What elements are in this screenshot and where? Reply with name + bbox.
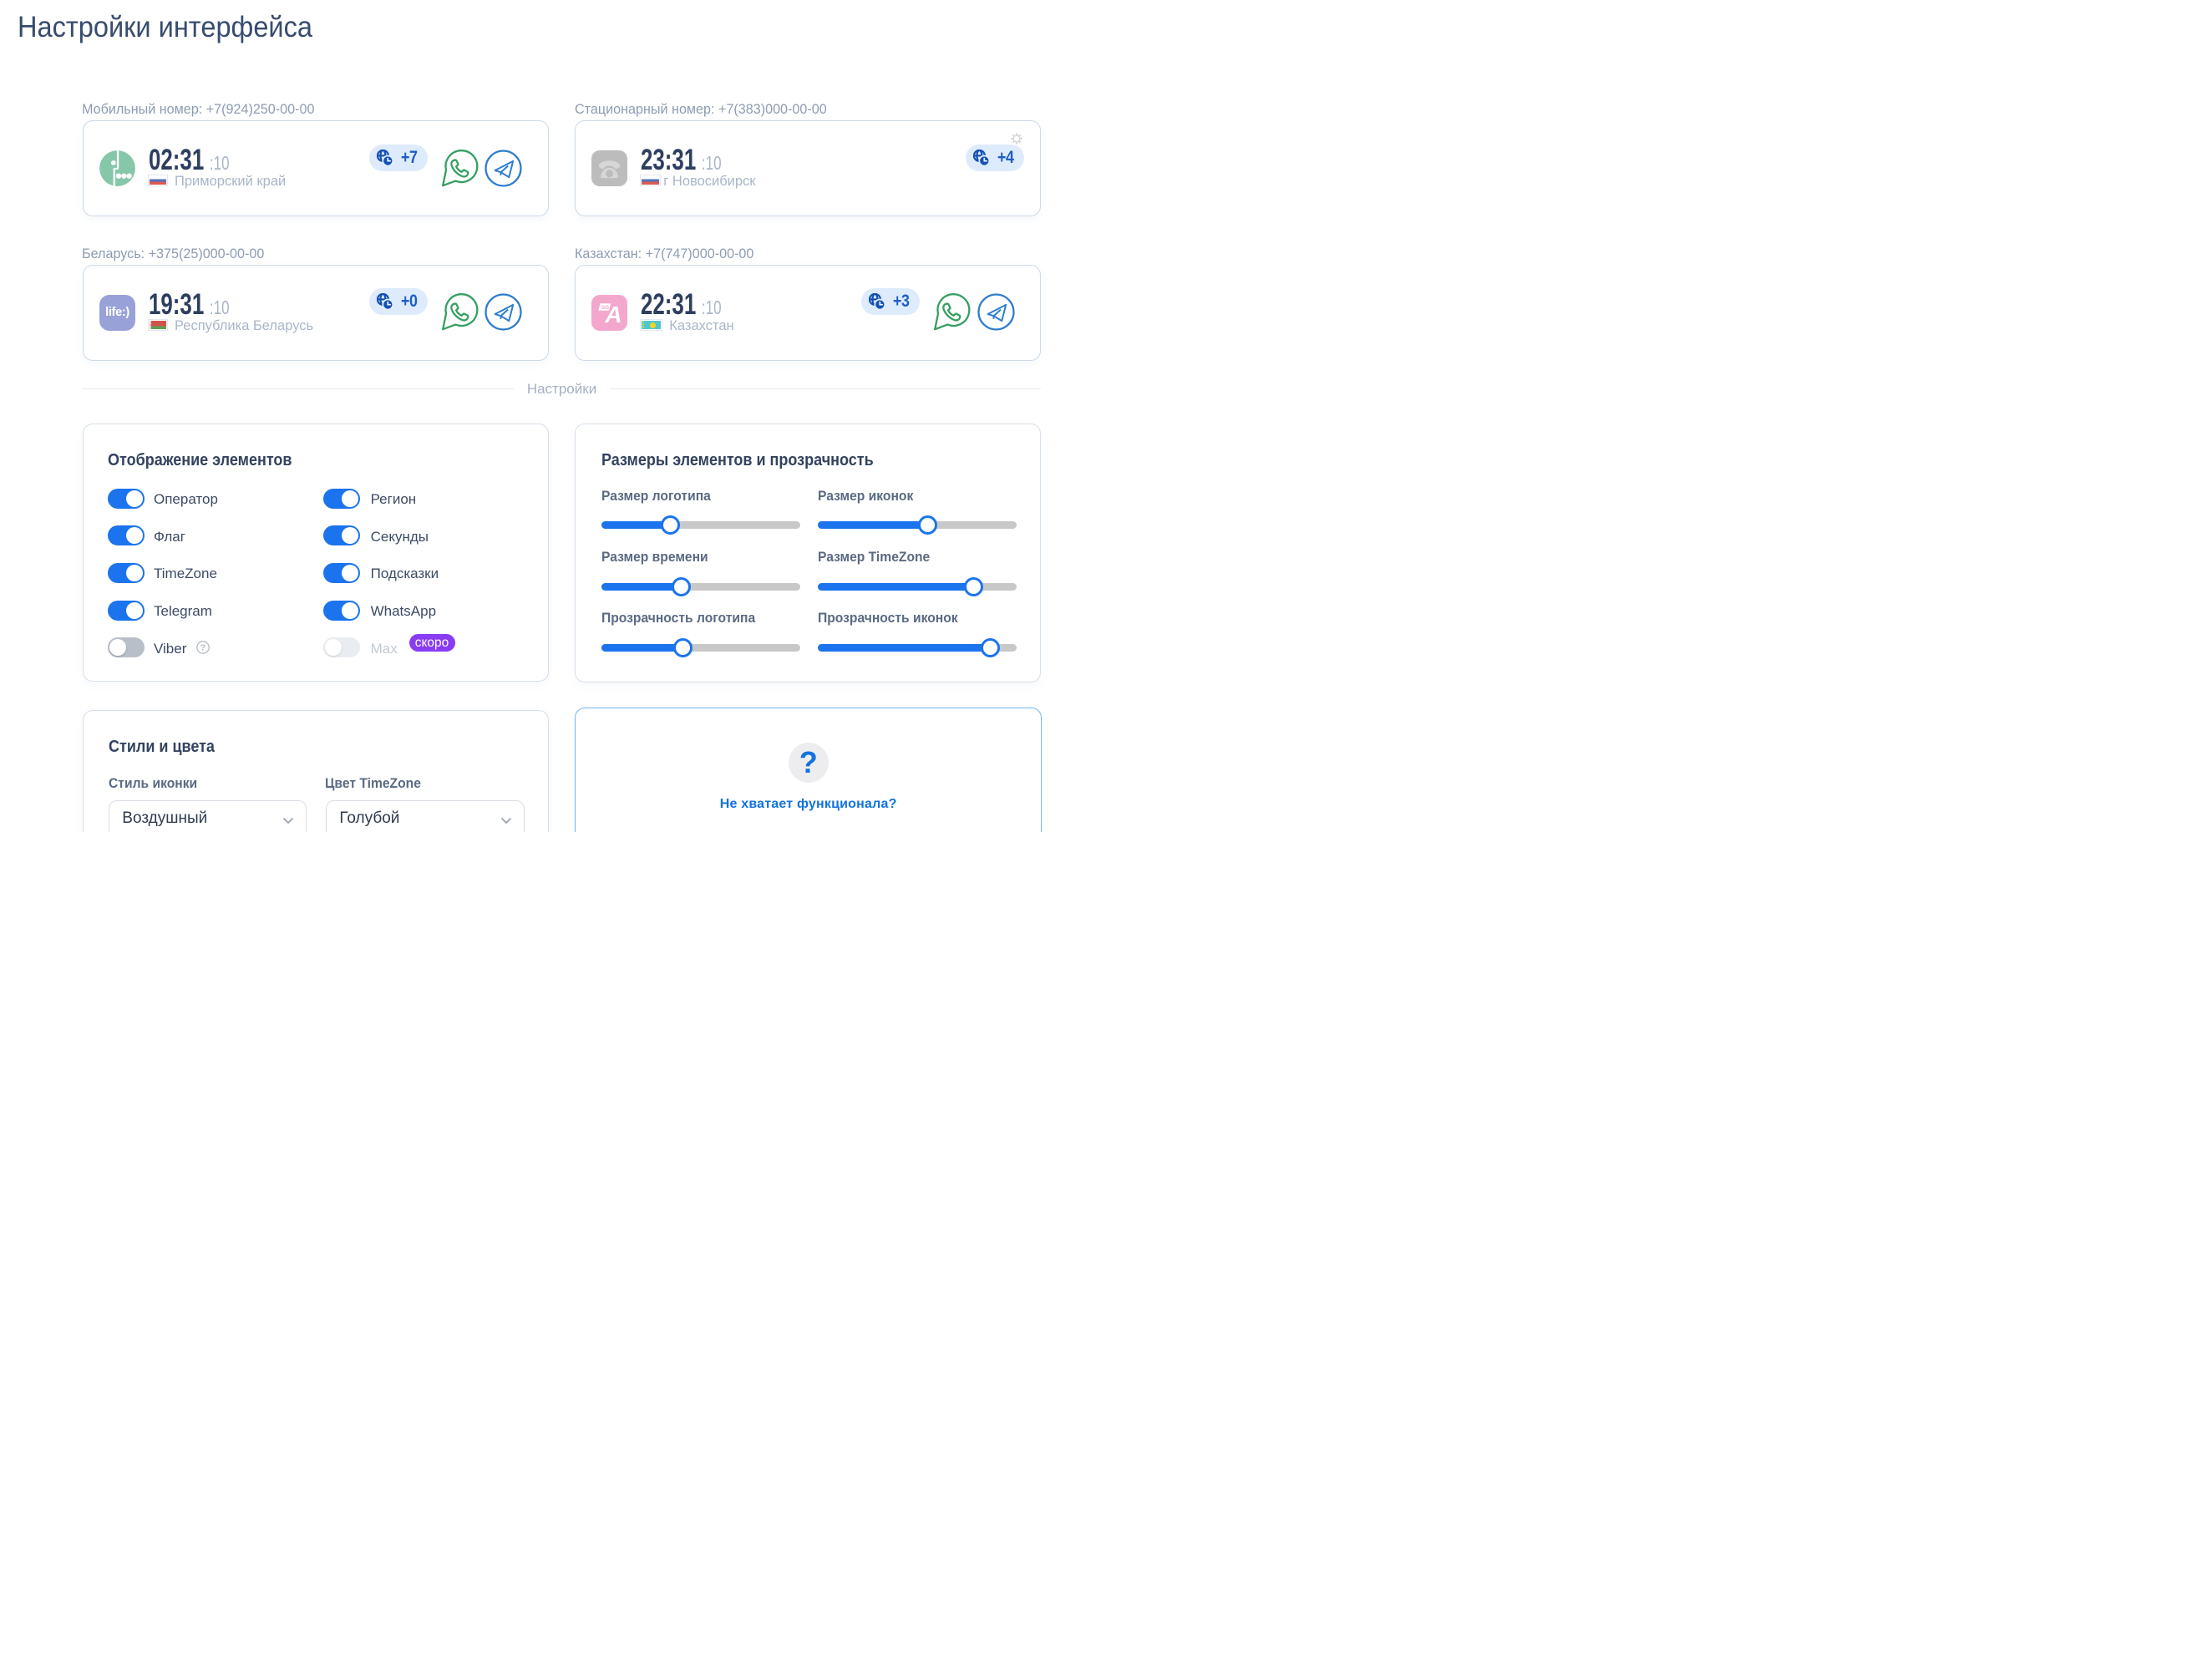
svg-text:A: A: [605, 302, 622, 327]
svg-text:5G: 5G: [601, 305, 609, 311]
svg-text:?: ?: [200, 643, 205, 653]
